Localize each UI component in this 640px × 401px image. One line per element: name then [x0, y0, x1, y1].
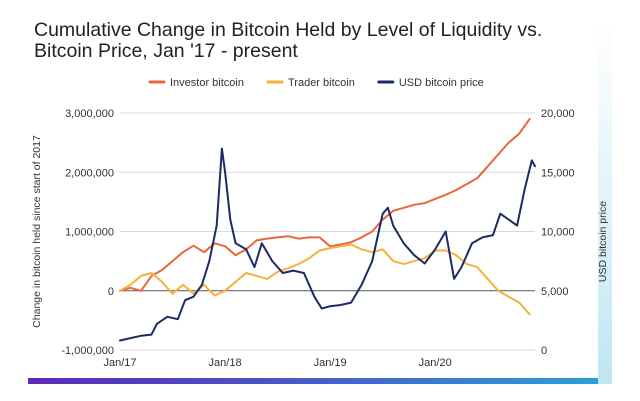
legend-label: Trader bitcoin: [288, 77, 355, 89]
right-axis-tick-label: 0: [541, 345, 547, 357]
left-axis-tick-label: -1,000,000: [61, 345, 114, 357]
series-line-trader-bitcoin: [119, 243, 531, 316]
series-lines: [119, 117, 536, 342]
left-axis-ticks: 3,000,000 2,000,000 1,000,000 0 -1,000,000: [61, 108, 114, 357]
legend-label: USD bitcoin price: [399, 77, 484, 89]
right-axis-tick-label: 15,000: [541, 167, 575, 179]
legend: Investor bitcoin Trader bitcoin USD bitcoi…: [148, 77, 484, 89]
left-axis-title: Change in bitcoin held since start of 20…: [31, 135, 43, 328]
x-axis-tick-label: Jan/20: [419, 357, 452, 369]
chart-card: [28, 18, 612, 384]
series-line-usd-bitcoin-price: [119, 147, 536, 342]
decorative-right-bar: [598, 18, 612, 384]
x-axis-ticks: Jan/17 Jan/18 Jan/19 Jan/20: [103, 357, 451, 369]
right-axis-title: USD bitcoin price: [597, 201, 609, 282]
left-axis-tick-label: 2,000,000: [65, 167, 114, 179]
series-line-investor-bitcoin: [119, 117, 531, 292]
left-axis-tick-label: 1,000,000: [65, 227, 114, 239]
right-axis-tick-label: 20,000: [541, 108, 575, 120]
x-axis-tick-label: Jan/19: [314, 357, 347, 369]
left-axis-tick-label: 3,000,000: [65, 108, 114, 120]
right-axis-ticks: 20,000 15,000 10,000 5,000 0: [541, 108, 575, 357]
chart-title-line-2: Bitcoin Price, Jan '17 - present: [34, 40, 298, 62]
legend-label: Investor bitcoin: [170, 77, 244, 89]
x-axis-tick-label: Jan/17: [103, 357, 136, 369]
gridlines: [120, 112, 535, 351]
right-axis-tick-label: 10,000: [541, 227, 575, 239]
chart-title: Cumulative Change in Bitcoin Held by Lev…: [34, 20, 594, 62]
left-axis-tick-label: 0: [108, 286, 114, 298]
chart-title-line-1: Cumulative Change in Bitcoin Held by Lev…: [34, 19, 543, 41]
right-axis-tick-label: 5,000: [541, 286, 569, 298]
decorative-bottom-bar: [28, 378, 598, 384]
x-axis-tick-label: Jan/18: [209, 357, 242, 369]
